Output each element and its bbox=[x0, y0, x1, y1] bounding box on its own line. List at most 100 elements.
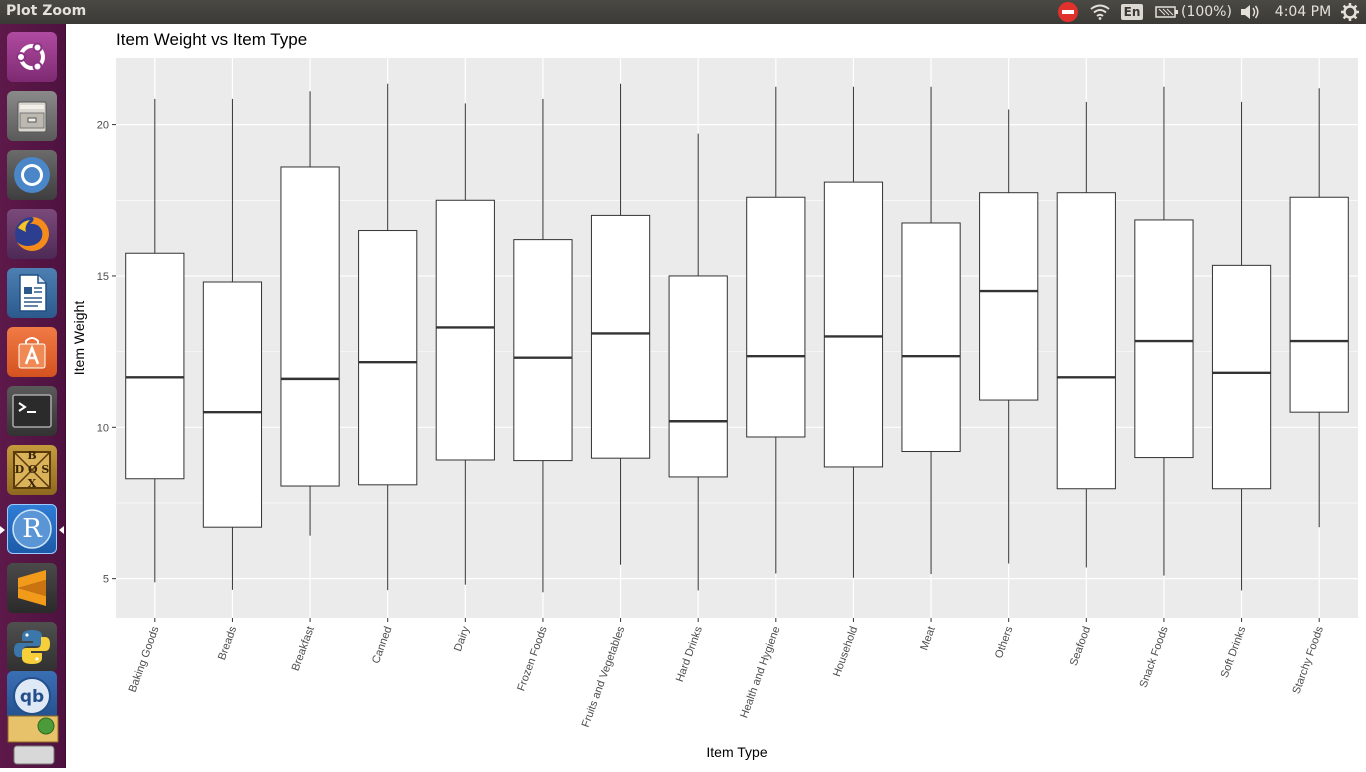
firefox-launcher[interactable] bbox=[7, 209, 57, 259]
box-meat bbox=[901, 86, 961, 575]
box-soft-drinks bbox=[1211, 101, 1272, 591]
box-breakfast bbox=[280, 91, 340, 536]
y-tick-label: 5 bbox=[103, 574, 109, 586]
iqr-box bbox=[202, 281, 263, 528]
iqr-box bbox=[1056, 192, 1116, 490]
volume-icon[interactable] bbox=[1238, 0, 1262, 24]
x-tick-label: Breakfast bbox=[290, 625, 317, 673]
iqr-box bbox=[280, 166, 340, 487]
window-title: Plot Zoom bbox=[6, 3, 87, 19]
writer-launcher[interactable] bbox=[7, 268, 57, 318]
x-tick-label: Snack Foods bbox=[1138, 624, 1171, 689]
box-household bbox=[823, 86, 884, 578]
box-starchy-foods bbox=[1289, 88, 1349, 528]
iqr-box bbox=[590, 214, 651, 459]
iqr-box bbox=[1289, 196, 1349, 413]
python-icon bbox=[14, 630, 50, 664]
qbittorrent-launcher[interactable]: qb bbox=[7, 671, 57, 721]
battery-icon[interactable] bbox=[1154, 0, 1180, 24]
iqr-box bbox=[125, 252, 185, 480]
dosbox-letter-x: X bbox=[27, 477, 37, 490]
top-panel: Plot Zoom En (100%) 4:04 PM bbox=[0, 0, 1366, 24]
iqr-box bbox=[1134, 219, 1194, 459]
terminal-icon bbox=[12, 394, 52, 428]
box-health-and-hygiene bbox=[746, 86, 806, 574]
iqr-box bbox=[513, 239, 573, 462]
iqr-box bbox=[1211, 264, 1272, 490]
trash-or-files-stack[interactable] bbox=[6, 708, 60, 765]
iqr-box bbox=[746, 196, 806, 438]
r-logo-label: R bbox=[22, 514, 42, 544]
ubuntu-icon bbox=[16, 42, 45, 72]
iqr-box bbox=[358, 230, 418, 486]
box-hard-drinks bbox=[668, 133, 728, 591]
dosbox-launcher[interactable]: B D O S X bbox=[7, 445, 57, 495]
x-tick-label: Seafood bbox=[1068, 625, 1093, 668]
box-fruits-and-vegetables bbox=[590, 83, 651, 565]
iqr-box bbox=[435, 199, 495, 461]
x-tick-label: Health and Hygiene bbox=[738, 625, 782, 720]
battery-percent: (100%) bbox=[1181, 4, 1232, 20]
box-seafood bbox=[1056, 101, 1116, 568]
terminal-launcher[interactable] bbox=[7, 386, 57, 436]
python-launcher[interactable] bbox=[7, 622, 57, 672]
x-tick-label: Frozen Foods bbox=[515, 624, 550, 692]
box-canned bbox=[358, 83, 418, 591]
launcher-sidebar: B D O S X R qb bbox=[0, 24, 66, 768]
chromium-launcher[interactable] bbox=[7, 150, 57, 200]
gear-icon[interactable] bbox=[1338, 0, 1362, 24]
box-baking-goods bbox=[125, 98, 185, 583]
x-tick-label: Baking Goods bbox=[127, 624, 162, 694]
x-axis: Baking Goods Breads Breakfast Canned Dairy Fr… bbox=[127, 618, 1326, 729]
x-tick-label: Fruits and Vegetables bbox=[580, 624, 628, 729]
y-axis-title: Item Weight bbox=[71, 301, 87, 376]
sublime-text-icon bbox=[18, 570, 46, 606]
x-tick-label: Meat bbox=[918, 625, 938, 652]
x-tick-label: Household bbox=[831, 625, 860, 679]
chromium-icon bbox=[14, 157, 50, 193]
rstudio-launcher[interactable]: R bbox=[7, 504, 57, 554]
x-tick-label: Breads bbox=[216, 624, 239, 661]
box-breads bbox=[202, 98, 263, 590]
x-tick-label: Others bbox=[993, 624, 1016, 660]
plot-zoom-window: Item Weight vs Item Type 5 10 15 20 Baking … bbox=[66, 24, 1366, 768]
running-indicator-left bbox=[0, 526, 5, 534]
software-center-launcher[interactable] bbox=[7, 327, 57, 377]
wifi-icon[interactable] bbox=[1088, 0, 1112, 24]
keyboard-layout-indicator[interactable]: En bbox=[1120, 0, 1144, 24]
y-tick-label: 10 bbox=[97, 422, 109, 434]
workspace-switcher-icon bbox=[7, 715, 59, 765]
box-series bbox=[125, 83, 1349, 593]
box-snack-foods bbox=[1134, 86, 1194, 576]
ubuntu-dash-button[interactable] bbox=[7, 32, 57, 82]
shopping-bag-icon bbox=[18, 337, 46, 369]
dosbox-letter-b: B bbox=[27, 449, 37, 462]
focused-indicator-right bbox=[59, 526, 64, 534]
y-axis: 5 10 15 20 bbox=[97, 120, 116, 586]
x-tick-label: Dairy bbox=[452, 624, 472, 653]
iqr-box bbox=[901, 222, 961, 453]
box-others bbox=[979, 109, 1039, 564]
x-tick-label: Starchy Foods bbox=[1290, 624, 1326, 695]
file-cabinet-icon bbox=[17, 101, 47, 133]
iqr-box bbox=[823, 181, 884, 468]
iqr-box bbox=[979, 192, 1039, 401]
no-entry-icon[interactable] bbox=[1056, 0, 1080, 24]
x-axis-title: Item Type bbox=[706, 744, 767, 760]
y-tick-label: 15 bbox=[97, 271, 109, 283]
iqr-box bbox=[668, 275, 728, 478]
sublime-launcher[interactable] bbox=[7, 563, 57, 613]
dosbox-letters-dos: D O S bbox=[14, 463, 50, 476]
x-tick-label: Hard Drinks bbox=[674, 624, 705, 683]
clock[interactable]: 4:04 PM bbox=[1274, 4, 1332, 20]
document-icon bbox=[19, 274, 47, 312]
files-launcher[interactable] bbox=[7, 91, 57, 141]
svg-text:qb: qb bbox=[20, 687, 44, 707]
x-tick-label: Soft Drinks bbox=[1219, 624, 1249, 679]
boxplot-chart: Item Weight vs Item Type 5 10 15 20 Baking … bbox=[71, 30, 1358, 760]
firefox-icon bbox=[15, 217, 49, 251]
y-tick-label: 20 bbox=[97, 120, 109, 132]
box-frozen-foods bbox=[513, 98, 573, 593]
keyboard-layout-label: En bbox=[1120, 4, 1144, 20]
dosbox-icon bbox=[13, 451, 51, 489]
